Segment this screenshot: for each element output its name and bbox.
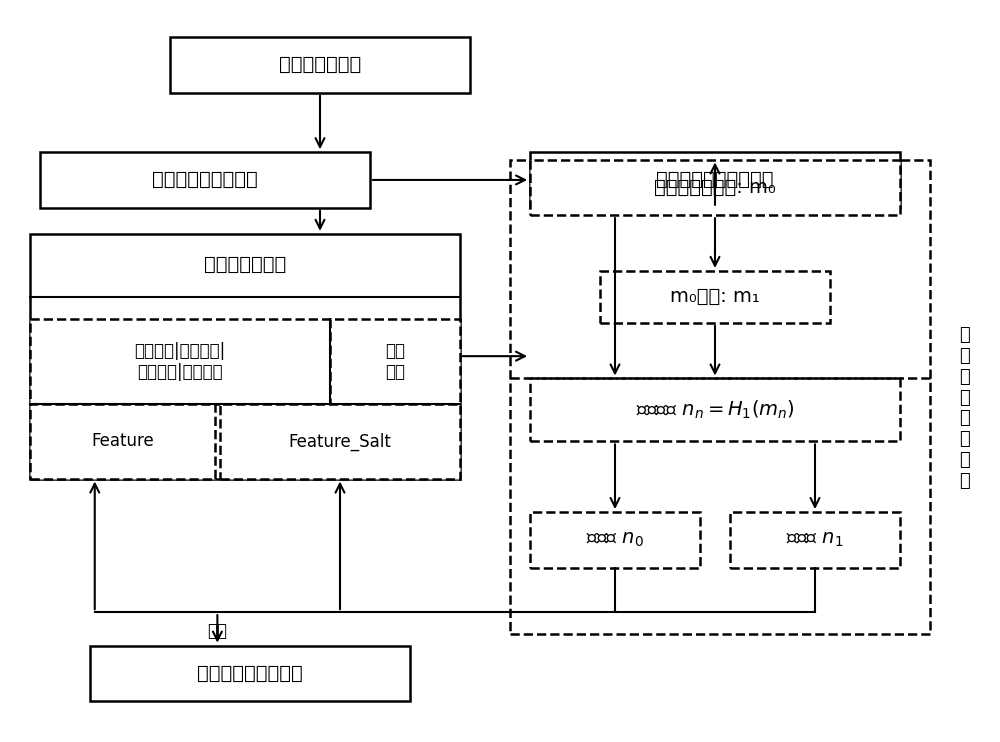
Text: Feature_Salt: Feature_Salt (289, 433, 391, 450)
Text: 特征码 $n_1$: 特征码 $n_1$ (786, 531, 844, 549)
Bar (30, 404, 215, 479)
Text: 内存集合和数据文件: 内存集合和数据文件 (197, 664, 303, 683)
Bar (530, 378, 900, 441)
Bar (30, 234, 460, 479)
Bar (220, 404, 460, 479)
Bar (170, 37, 470, 93)
Text: 增、删、改编辑事件: 增、删、改编辑事件 (152, 171, 258, 189)
Bar (30, 319, 330, 404)
Text: 信息特征码更新触发器: 信息特征码更新触发器 (656, 171, 774, 189)
Text: m₀加盐: m₁: m₀加盐: m₁ (670, 287, 760, 306)
Bar (90, 646, 410, 701)
Text: 信
息
特
征
码
生
成
器: 信 息 特 征 码 生 成 器 (960, 326, 970, 490)
Text: 地物
图层: 地物 图层 (385, 342, 405, 381)
Bar (530, 512, 700, 568)
Bar (730, 512, 900, 568)
Bar (530, 160, 900, 215)
Text: 编辑后矢量要素: 编辑后矢量要素 (204, 255, 286, 275)
Bar (40, 152, 370, 208)
Text: 特征码 $n_0$: 特征码 $n_0$ (586, 531, 644, 549)
Text: 编辑前矢量要素: 编辑前矢量要素 (279, 56, 361, 74)
Text: 散列函数 $n_n=H_1(m_n)$: 散列函数 $n_n=H_1(m_n)$ (636, 398, 794, 421)
Bar (530, 152, 900, 208)
Text: 组合要素特征串: m₀: 组合要素特征串: m₀ (654, 178, 776, 197)
Text: Feature: Feature (91, 433, 154, 450)
Bar (600, 271, 830, 323)
Bar (330, 319, 460, 404)
Text: 存储: 存储 (207, 622, 227, 640)
Text: 地物类型|地物编码|
坐标信息|属性信息: 地物类型|地物编码| 坐标信息|属性信息 (134, 342, 226, 381)
Bar (510, 160, 930, 634)
